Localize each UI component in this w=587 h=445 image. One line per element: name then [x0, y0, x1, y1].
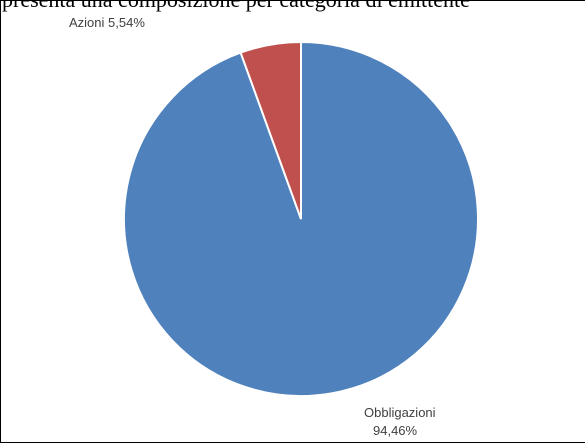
- pie-slice-azioni: [239, 40, 302, 220]
- clipped-header-text: presenta una composizione per categoria …: [2, 0, 470, 13]
- label-obbligazioni-value: 94,46%: [373, 423, 418, 438]
- label-azioni: Azioni 5,54%: [69, 15, 145, 30]
- label-obbligazioni-name: Obbligazioni: [364, 405, 436, 420]
